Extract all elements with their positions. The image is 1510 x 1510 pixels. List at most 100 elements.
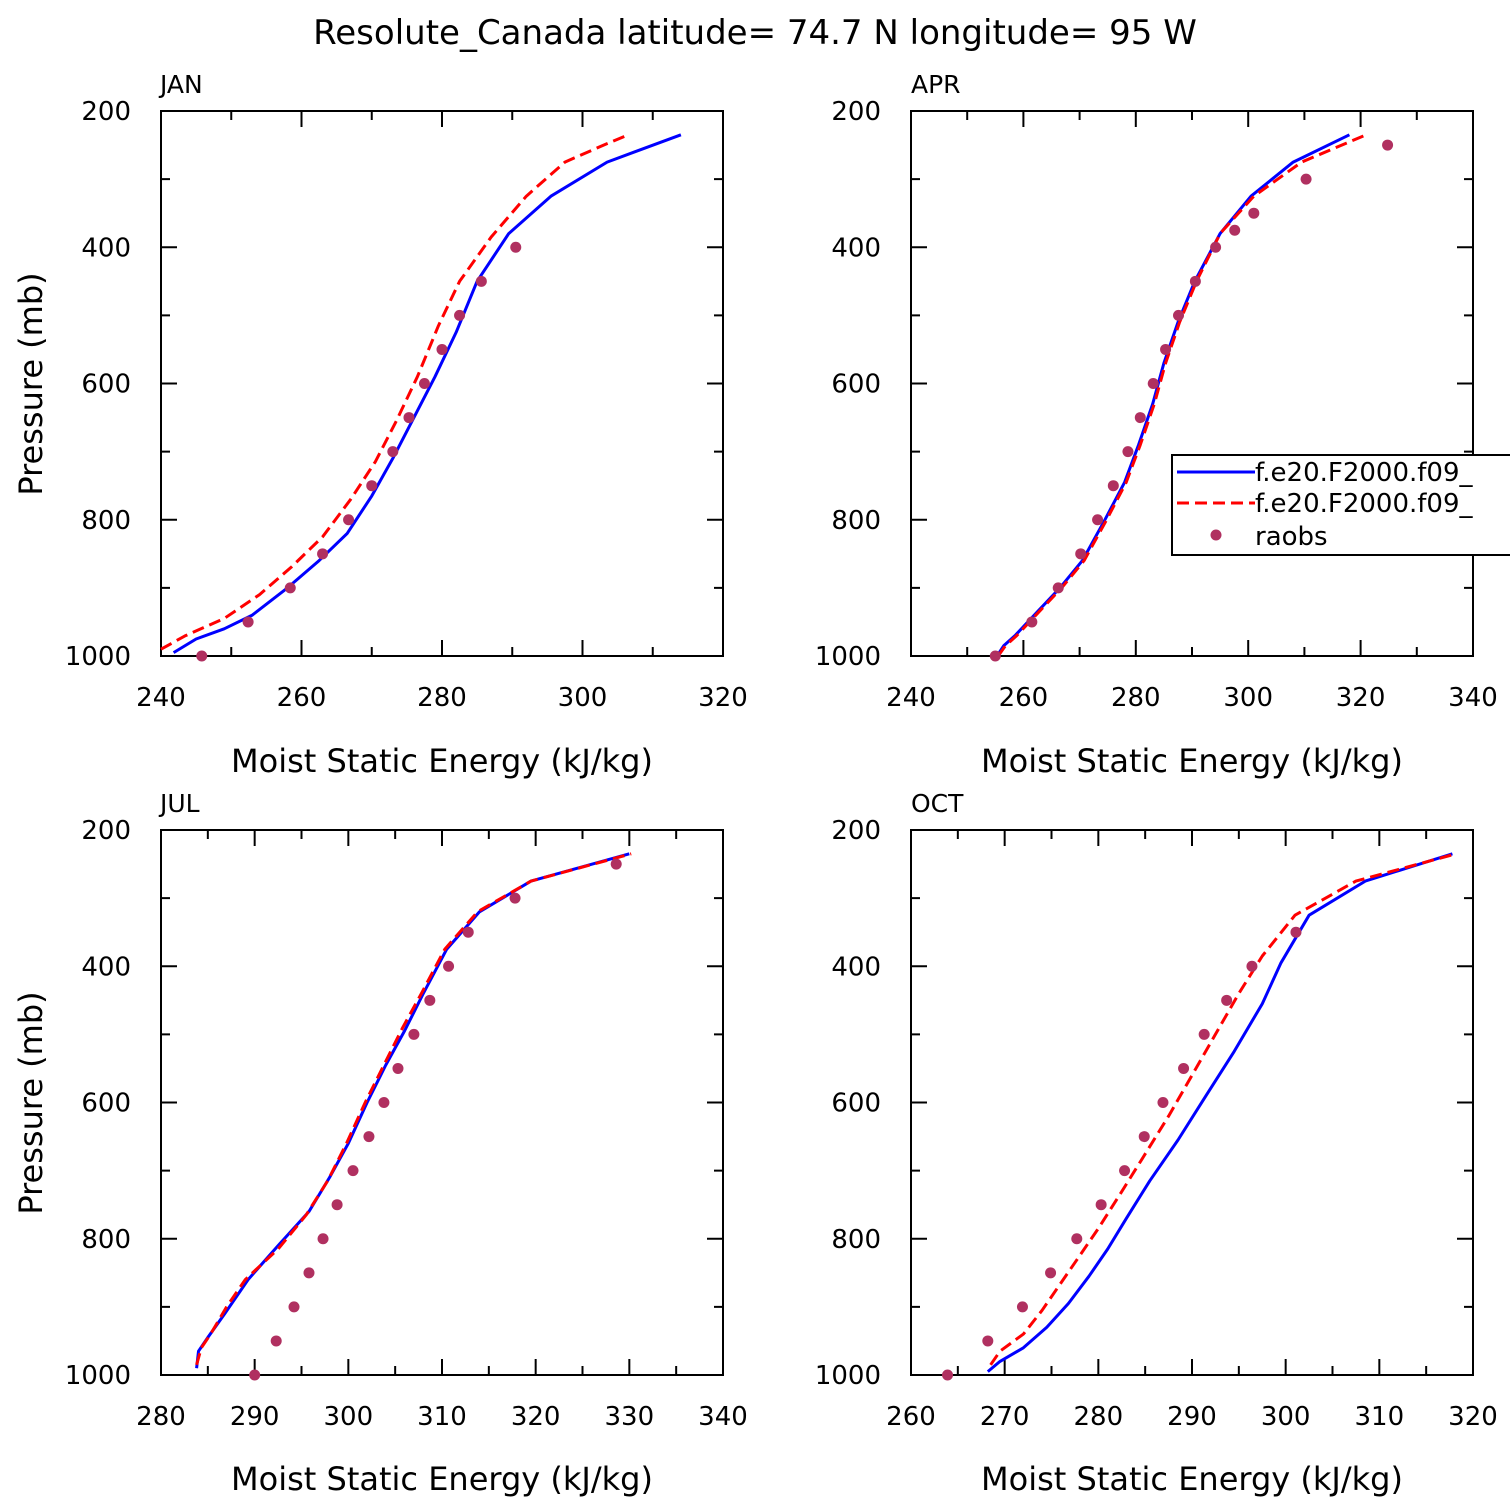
raobs-point-jul [509, 892, 521, 904]
x-tick-label-jul: 300 [324, 1402, 374, 1432]
series-line-model1-apr [995, 133, 1351, 657]
x-axis-title-jul: Moist Static Energy (kJ/kg) [231, 1460, 653, 1498]
y-tick-label-jul: 800 [81, 1225, 131, 1255]
raobs-point-apr [1134, 412, 1146, 424]
x-tick-label-apr: 320 [1336, 683, 1386, 713]
raobs-point-apr [1160, 343, 1172, 355]
panel-label-oct: OCT [911, 789, 964, 818]
y-tick-label-jul: 1000 [65, 1361, 131, 1391]
series-line-model2-oct [989, 852, 1457, 1366]
raobs-point-oct [1016, 1301, 1028, 1313]
raobs-point-jan [418, 378, 430, 389]
y-tick-label-oct: 600 [831, 1089, 881, 1119]
raobs-point-apr [1248, 207, 1260, 219]
raobs-point-jan [403, 412, 415, 424]
raobs-point-jul [288, 1301, 300, 1313]
raobs-point-oct [1045, 1267, 1057, 1279]
x-tick-label-oct: 290 [1167, 1402, 1217, 1432]
plot-frame-oct [910, 829, 1474, 1376]
x-tick-label-jul: 310 [417, 1402, 467, 1432]
raobs-point-jul [347, 1165, 359, 1177]
y-tick-label-oct: 800 [831, 1225, 881, 1255]
y-tick-label-oct: 400 [831, 952, 881, 982]
raobs-point-apr [1210, 241, 1222, 253]
raobs-point-jan [387, 446, 399, 458]
x-tick-label-apr: 240 [886, 683, 936, 713]
x-axis-title-jan: Moist Static Energy (kJ/kg) [231, 742, 653, 780]
raobs-point-jan [242, 616, 254, 628]
raobs-point-jul [270, 1335, 282, 1347]
raobs-point-jan [454, 309, 466, 321]
raobs-point-jul [462, 926, 474, 938]
legend-swatch-marker [1210, 529, 1222, 541]
y-tick-label-apr: 800 [831, 506, 881, 536]
raobs-point-oct [1246, 960, 1258, 972]
raobs-point-apr [989, 650, 1001, 662]
raobs-point-oct [1221, 994, 1233, 1006]
y-tick-label-jan: 800 [81, 506, 131, 536]
raobs-point-jan [366, 480, 378, 492]
y-tick-label-apr: 1000 [815, 642, 881, 672]
y-tick-label-jul: 200 [81, 816, 131, 846]
y-tick-label-jan: 400 [81, 233, 131, 263]
raobs-point-oct [1071, 1233, 1083, 1245]
x-tick-label-oct: 300 [1261, 1402, 1311, 1432]
plot-frame-jan [160, 110, 724, 657]
raobs-point-apr [1026, 616, 1038, 628]
x-tick-label-jan: 280 [417, 683, 467, 713]
legend-label-model1: f.e20.F2000.f09_ [1255, 458, 1473, 488]
raobs-point-oct [1178, 1062, 1190, 1074]
y-axis-title-jan: Pressure (mb) [12, 272, 50, 495]
raobs-point-jul [408, 1028, 420, 1040]
raobs-point-jul [317, 1233, 329, 1245]
raobs-point-jul [303, 1267, 315, 1279]
x-tick-label-jan: 300 [558, 683, 608, 713]
raobs-point-apr [1052, 582, 1064, 594]
raobs-point-jan [284, 582, 296, 594]
raobs-point-oct [1119, 1165, 1131, 1177]
y-tick-label-oct: 1000 [815, 1361, 881, 1391]
x-tick-label-jan: 260 [277, 683, 327, 713]
x-tick-label-jul: 340 [698, 1402, 748, 1432]
raobs-point-jul [424, 994, 436, 1006]
y-tick-label-apr: 600 [831, 370, 881, 400]
plot-frame-jul [160, 829, 724, 1376]
figure-title: Resolute_Canada latitude= 74.7 N longitu… [313, 13, 1197, 53]
raobs-point-apr [1229, 224, 1241, 236]
raobs-point-jan [196, 650, 208, 662]
y-tick-label-jul: 400 [81, 952, 131, 982]
raobs-point-oct [1095, 1199, 1107, 1211]
raobs-point-oct [1138, 1131, 1150, 1143]
raobs-point-apr [1122, 446, 1134, 458]
y-tick-label-apr: 400 [831, 233, 881, 263]
raobs-point-oct [1290, 926, 1302, 938]
raobs-point-jul [443, 960, 455, 972]
y-tick-label-jul: 600 [81, 1089, 131, 1119]
x-tick-label-oct: 260 [886, 1402, 936, 1432]
x-tick-label-jul: 290 [230, 1402, 280, 1432]
panel-label-apr: APR [911, 70, 961, 99]
x-tick-label-apr: 300 [1223, 683, 1273, 713]
x-tick-label-oct: 320 [1448, 1402, 1498, 1432]
raobs-point-apr [1075, 548, 1087, 560]
raobs-point-apr [1189, 275, 1201, 287]
raobs-point-jan [436, 343, 448, 355]
y-tick-label-jan: 600 [81, 370, 131, 400]
panel-apr: APR Moist Static Energy (kJ/kg) 240 260 28… [815, 70, 1498, 780]
series-line-model2-apr [996, 133, 1367, 657]
raobs-point-jan [475, 275, 487, 287]
x-tick-label-jul: 320 [511, 1402, 561, 1432]
raobs-point-jul [331, 1199, 343, 1211]
legend-label-model2: f.e20.F2000.f09_ [1255, 489, 1473, 519]
raobs-point-oct [1198, 1028, 1210, 1040]
x-axis-title-oct: Moist Static Energy (kJ/kg) [981, 1460, 1403, 1498]
raobs-point-apr [1107, 480, 1119, 492]
raobs-point-jul [249, 1369, 261, 1381]
raobs-point-jul [610, 858, 622, 870]
raobs-point-apr [1092, 514, 1104, 526]
raobs-point-apr [1300, 173, 1312, 185]
legend: f.e20.F2000.f09_ f.e20.F2000.f09_ raobs [1171, 454, 1510, 556]
x-tick-label-apr: 260 [999, 683, 1049, 713]
raobs-point-jul [378, 1097, 390, 1108]
